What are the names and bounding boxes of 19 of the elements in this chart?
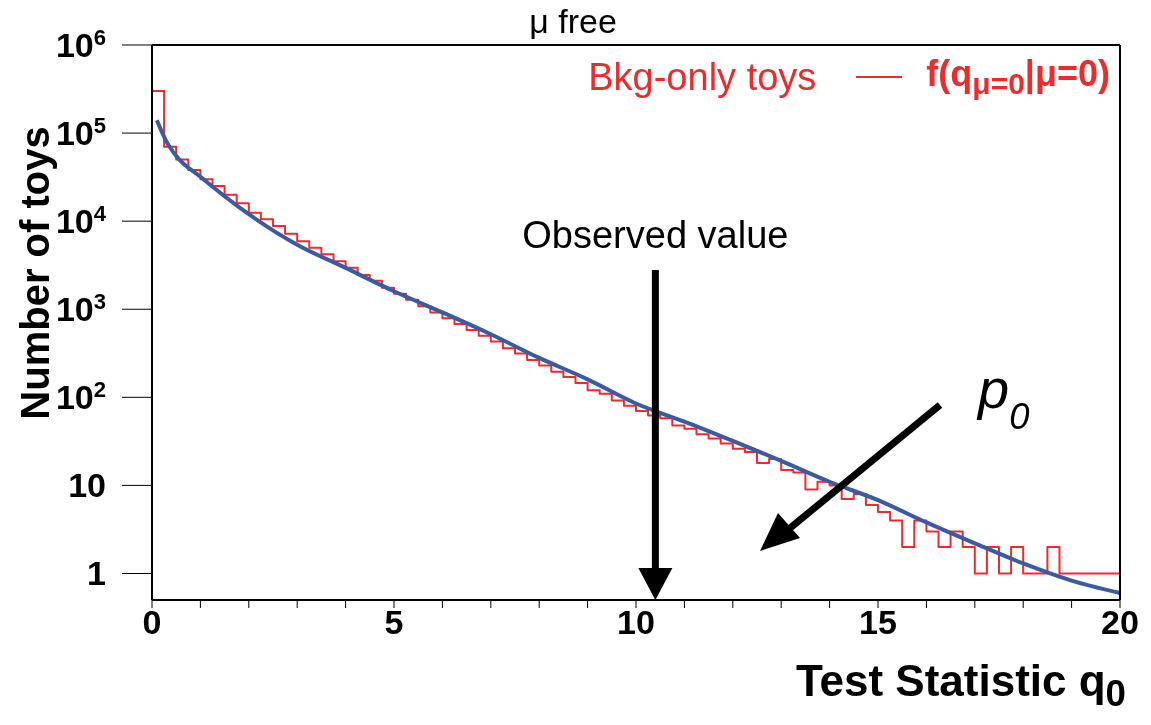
x-tick-label: 10 [617, 603, 655, 642]
y-tick-label: 10$^{6}$ [55, 24, 106, 64]
x-tick-label: 0 [142, 603, 162, 642]
x-axis-title: Test Statistic q$_{0}$ [795, 656, 1126, 715]
y-tick-label: 1 [87, 554, 106, 593]
x-tick-label: 15 [859, 603, 897, 642]
chart-title: μ free [529, 2, 617, 40]
legend-label: f(q$_{μ=0}$|μ=0) [926, 53, 1110, 102]
annotation: Observed value [522, 214, 789, 256]
x-tick-label: 5 [384, 603, 404, 642]
y-tick-label: 10$^{4}$ [55, 200, 107, 241]
y-tick-label: 10 [68, 466, 106, 505]
y-tick-label: 10$^{3}$ [55, 288, 106, 329]
annotation: p$_{0}$ [976, 357, 1030, 437]
y-axis-title: Number of toys [13, 125, 58, 422]
x-tick-label: 20 [1101, 603, 1139, 642]
legend-title: Bkg-only toys [588, 55, 817, 99]
y-tick-label: 10$^{5}$ [55, 112, 106, 153]
y-tick-label: 10$^{2}$ [55, 376, 106, 417]
